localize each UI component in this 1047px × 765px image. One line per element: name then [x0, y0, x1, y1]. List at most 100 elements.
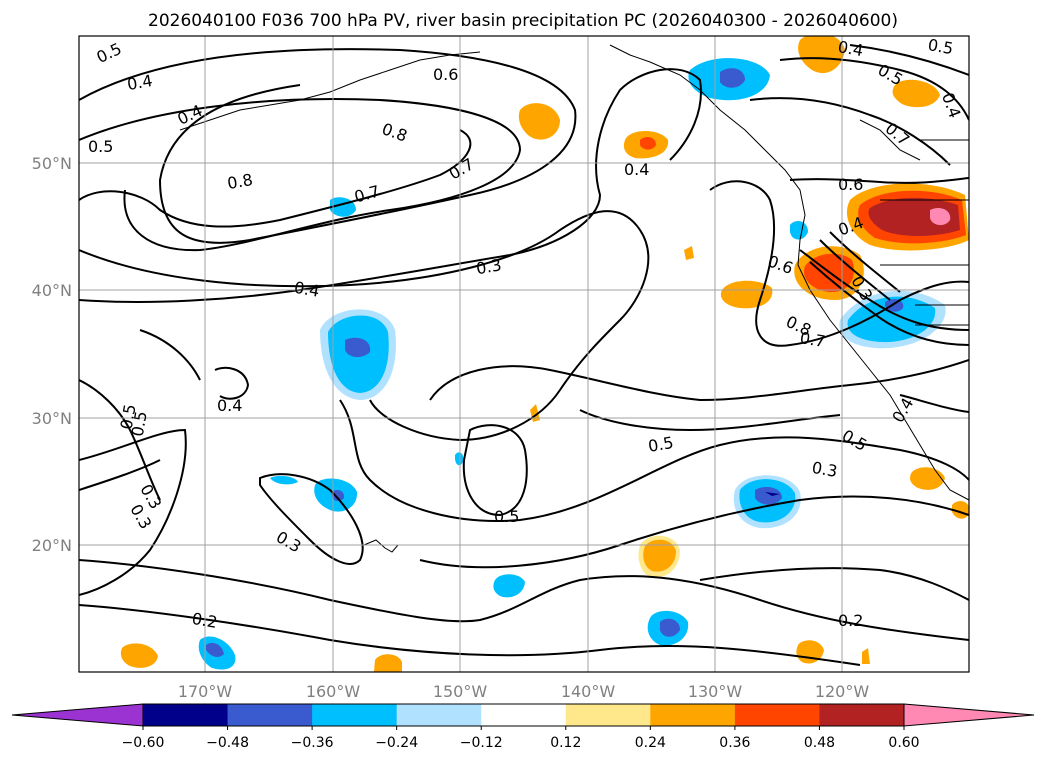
graticule [79, 36, 969, 672]
precip-positive-area [892, 79, 940, 108]
contour-label: 0.6 [433, 65, 458, 84]
pv-contours [79, 44, 969, 666]
colorbar-extend-max [903, 703, 1035, 727]
figure-title: 2026040100 F036 700 hPa PV, river basin … [148, 11, 898, 31]
contour-label: 0.5 [128, 410, 151, 438]
pv-contour [79, 48, 577, 244]
precip-negative-area [720, 68, 745, 88]
precip-negative-area [493, 574, 525, 598]
lon-label: 120°W [815, 682, 870, 701]
pv-contour [79, 379, 161, 501]
pv-contour [829, 231, 901, 293]
pv-contour [339, 399, 969, 522]
colorbar-extend-min [11, 703, 144, 727]
colorbar-tick-label: 0.24 [635, 735, 666, 751]
precip-positive-area [684, 246, 694, 260]
precip-negative-area [270, 475, 298, 485]
contour-label: 0.4 [126, 71, 154, 94]
pv-contour [579, 409, 841, 432]
contour-label: 0.4 [293, 278, 321, 301]
colorbar-segment [312, 704, 398, 726]
lat-label: 20°N [32, 536, 72, 555]
contour-label: 0.8 [226, 170, 254, 193]
pv-contour [79, 559, 969, 641]
pv-contour [749, 97, 951, 166]
precip-negative-area [345, 337, 371, 358]
pv-contour [429, 359, 969, 402]
precip-positive-area [862, 648, 870, 664]
pv-contour [799, 249, 969, 331]
precip-positive-area [868, 197, 960, 236]
lon-label: 150°W [433, 682, 488, 701]
precip-negative-area [885, 299, 904, 312]
pv-contour [789, 177, 969, 184]
contour-label: 0.2 [190, 609, 218, 632]
colorbar-segment [650, 704, 736, 726]
colorbar-segment [565, 704, 651, 726]
precip-positive-area [518, 103, 560, 140]
colorbar-tick-label: −0.48 [206, 735, 249, 751]
precip-negative-area [847, 296, 936, 343]
colorbar-segment [734, 704, 820, 726]
pv-contour [79, 604, 861, 666]
pv-contour [139, 329, 201, 381]
contour-label: 0.6 [838, 175, 863, 194]
pv-contour [899, 394, 969, 413]
pv-contour [79, 459, 161, 491]
precip-positive-area [798, 36, 845, 74]
colorbar-segment [227, 704, 313, 726]
map-panel: 0.5 0.4 0.4 0.5 0.6 0.8 0.8 0.7 0.7 0.4 … [78, 35, 970, 673]
contour-label: 0.4 [217, 396, 242, 415]
pv-contour [699, 567, 969, 601]
precip-negative-area [765, 492, 780, 496]
pv-contour [214, 366, 250, 400]
lon-label: 170°W [178, 682, 233, 701]
coastline [179, 44, 969, 553]
pv-contour [819, 239, 891, 301]
pv-contour [259, 473, 364, 565]
pv-contour [849, 44, 969, 76]
colorbar-tick-label: 0.36 [719, 735, 750, 751]
colorbar-tick-label: 0.12 [550, 735, 581, 751]
contour-label: 0.3 [810, 458, 838, 481]
lat-label: 30°N [32, 409, 72, 428]
precip-positive-area [910, 467, 945, 490]
precip-negative-area [790, 220, 808, 240]
colorbar-segment [143, 704, 229, 726]
colorbar-segment [481, 704, 567, 726]
precip-positive-area [930, 208, 951, 226]
contour-label: 0.2 [838, 611, 863, 630]
pv-contour [709, 180, 969, 347]
lon-label: 140°W [561, 682, 616, 701]
pv-contour [462, 424, 528, 517]
pv-contour [419, 495, 969, 569]
colorbar-tick-label: 0.48 [804, 735, 835, 751]
contour-label: 0.5 [494, 507, 519, 526]
precip-negative-area [206, 642, 224, 657]
lon-label: 160°W [306, 682, 361, 701]
pv-contour [79, 428, 187, 596]
colorbar-segment [819, 704, 905, 726]
pv-contour [809, 261, 969, 346]
lat-label: 50°N [32, 154, 72, 173]
contour-label: 0.4 [836, 37, 864, 60]
colorbar-tick-label: −0.60 [122, 735, 165, 751]
contour-label: 0.3 [475, 255, 503, 278]
pv-contour [79, 98, 522, 252]
precip-negative-area [660, 618, 680, 637]
lat-label: 40°N [32, 281, 72, 300]
pv-contour [79, 129, 472, 228]
colorbar-tick-label: 0.60 [888, 735, 919, 751]
precip-positive-area [120, 643, 158, 668]
precip-positive-area [640, 137, 656, 150]
colorbar-tick-label: −0.24 [375, 735, 418, 751]
pv-contour [779, 57, 969, 121]
contour-label: 0.4 [624, 160, 649, 179]
latitude-labels: 50°N 40°N 30°N 20°N [32, 154, 72, 555]
contour-label: 0.5 [647, 433, 675, 456]
colorbar-segment [396, 704, 482, 726]
precip-positive-area [643, 539, 676, 572]
contour-label: 0.5 [117, 403, 140, 431]
precip-negative-area [755, 486, 782, 505]
